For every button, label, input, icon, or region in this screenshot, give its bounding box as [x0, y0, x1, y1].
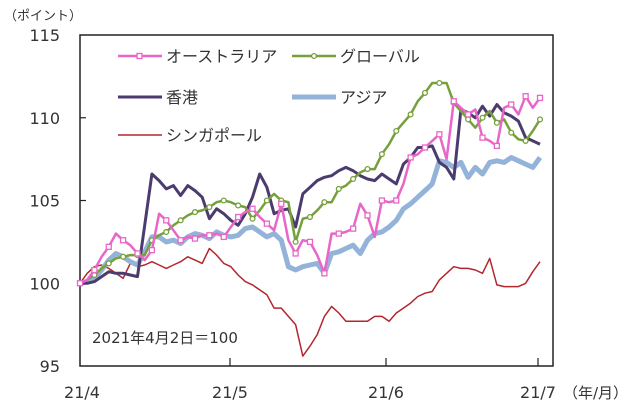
data-marker-circle — [220, 197, 227, 204]
data-marker-square — [407, 154, 414, 161]
data-marker-square — [249, 205, 256, 212]
data-marker-square — [119, 237, 127, 244]
data-marker-square — [436, 131, 443, 138]
data-marker-circle — [335, 185, 342, 192]
legend-label: シンガポール — [166, 126, 262, 145]
legend-label: オーストラリア — [166, 47, 277, 66]
series-3 — [79, 155, 543, 286]
data-marker-square — [76, 280, 84, 287]
legend-item-0: オーストラリア — [118, 47, 277, 66]
data-marker-square — [493, 142, 501, 150]
data-marker-square — [148, 246, 156, 254]
data-marker-circle — [536, 116, 544, 123]
series-layer — [76, 79, 544, 357]
data-marker-circle — [163, 228, 170, 235]
data-marker-circle — [508, 129, 515, 136]
series-line — [80, 103, 541, 285]
data-marker-square — [263, 220, 271, 227]
y-tick-label: 105 — [29, 192, 60, 211]
data-marker-square — [220, 233, 227, 241]
legend-marker-icon — [136, 52, 143, 60]
x-axis: 21/4 21/5 21/6 21/7 （年/月） — [64, 358, 628, 402]
data-marker-circle — [393, 127, 400, 135]
data-marker-square — [450, 98, 457, 105]
data-marker-circle — [235, 202, 242, 209]
y-tick-label: 100 — [29, 274, 60, 293]
series-2 — [80, 103, 541, 285]
x-axis-unit-label: （年/月） — [563, 384, 628, 402]
legend-item-4: シンガポール — [118, 126, 262, 145]
data-marker-circle — [177, 217, 184, 224]
data-marker-square — [91, 266, 98, 274]
series-line — [79, 155, 543, 286]
data-marker-square — [134, 250, 141, 257]
data-marker-circle — [479, 114, 486, 121]
data-marker-square — [105, 243, 112, 250]
data-marker-square — [479, 134, 486, 141]
legend-item-2: 香港 — [118, 88, 198, 107]
data-marker-square — [163, 217, 170, 224]
data-marker-circle — [350, 175, 357, 183]
data-marker-circle — [421, 89, 429, 96]
data-marker-square — [464, 111, 472, 118]
data-marker-circle — [263, 197, 270, 204]
legend-label: 香港 — [166, 88, 198, 107]
data-marker-square — [278, 200, 285, 207]
legend-label: グローバル — [340, 47, 420, 66]
data-marker-circle — [306, 214, 314, 221]
legend-marker-icon — [310, 52, 318, 60]
plot-area-frame — [79, 34, 554, 367]
data-marker-circle — [120, 253, 127, 260]
series-line — [79, 247, 541, 357]
data-marker-square — [306, 238, 314, 246]
data-marker-circle — [249, 215, 256, 222]
series-4 — [79, 247, 541, 357]
data-marker-square — [393, 197, 400, 204]
data-marker-circle — [522, 137, 529, 144]
legend-item-3: アジア — [292, 88, 387, 107]
data-marker-square — [335, 230, 342, 237]
y-tick-label: 115 — [29, 26, 60, 45]
series-1 — [76, 79, 544, 287]
data-marker-circle — [378, 151, 385, 158]
data-marker-square — [191, 235, 199, 242]
data-marker-square — [206, 232, 213, 239]
data-marker-square — [349, 225, 357, 232]
x-tick-label: 21/5 — [212, 383, 248, 402]
data-marker-square — [364, 212, 371, 219]
data-marker-circle — [436, 79, 443, 87]
x-tick-label: 21/7 — [520, 383, 556, 402]
y-tick-label: 110 — [29, 109, 60, 128]
data-marker-circle — [321, 199, 328, 206]
x-tick-label: 21/4 — [64, 383, 100, 402]
data-marker-circle — [364, 166, 371, 173]
data-marker-circle — [292, 238, 299, 245]
x-tick-label: 21/6 — [368, 383, 404, 402]
data-marker-circle — [407, 111, 414, 118]
data-marker-circle — [465, 116, 472, 123]
legend-item-1: グローバル — [292, 47, 420, 66]
legend-label: アジア — [340, 88, 387, 107]
data-marker-square — [536, 94, 544, 102]
data-marker-square — [177, 237, 184, 244]
data-marker-circle — [206, 204, 213, 211]
data-marker-square — [421, 144, 429, 151]
data-marker-circle — [191, 209, 199, 216]
data-marker-square — [234, 213, 242, 221]
baseline-annotation: 2021年4月2日＝100 — [92, 329, 238, 347]
series-0 — [76, 93, 544, 287]
data-marker-square — [522, 93, 529, 100]
y-axis: （ポイント） 95 100 105 110 115 — [4, 9, 86, 376]
data-marker-square — [508, 101, 515, 108]
y-tick-label: 95 — [40, 357, 60, 376]
data-marker-square — [378, 197, 386, 204]
data-marker-square — [321, 270, 328, 277]
y-axis-unit-label: （ポイント） — [4, 9, 82, 24]
data-marker-circle — [493, 119, 500, 126]
data-marker-circle — [105, 260, 112, 267]
data-marker-square — [292, 250, 299, 257]
